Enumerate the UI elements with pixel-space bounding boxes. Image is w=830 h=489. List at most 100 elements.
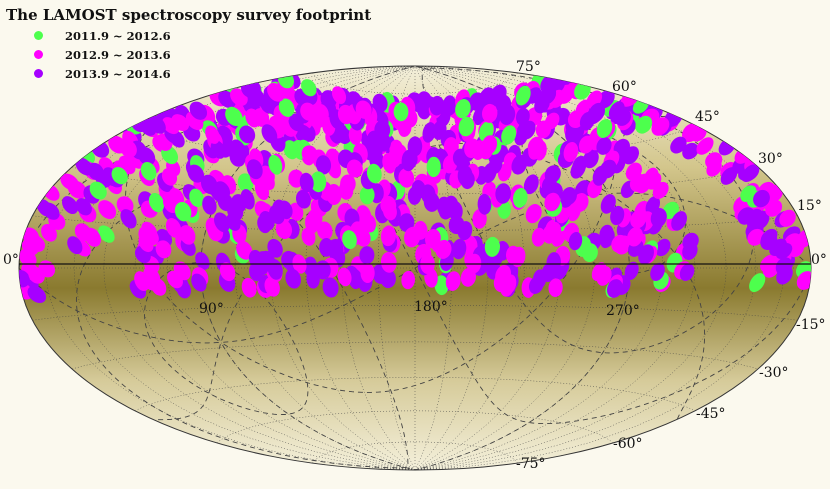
survey-field [161, 168, 178, 186]
survey-field [531, 227, 546, 247]
lat-label-30: 30° [758, 151, 783, 167]
survey-field [645, 172, 662, 190]
survey-field [246, 159, 263, 180]
survey-field [98, 200, 117, 220]
survey-field [422, 122, 436, 143]
survey-field [348, 269, 363, 290]
meridian-dashed [124, 116, 219, 342]
survey-field [60, 173, 80, 191]
survey-field [583, 149, 599, 169]
survey-field [720, 167, 738, 185]
survey-field [187, 164, 205, 183]
legend-swatch-2013 [34, 69, 43, 78]
survey-field [682, 123, 700, 143]
survey-field [779, 209, 796, 227]
survey-field [316, 221, 333, 240]
survey-field [116, 196, 134, 214]
survey-field [435, 239, 452, 259]
survey-field [27, 285, 47, 303]
survey-fields [19, 70, 811, 303]
survey-field [375, 132, 391, 152]
survey-field [401, 152, 416, 172]
lon-label-90: 90° [199, 301, 224, 317]
survey-field [380, 225, 397, 247]
survey-field [372, 93, 388, 113]
survey-field [295, 190, 311, 209]
survey-field [578, 135, 595, 154]
survey-field [541, 176, 557, 195]
survey-field [255, 251, 271, 271]
survey-field [179, 225, 196, 245]
survey-field [41, 223, 57, 242]
parallel-fine [72, 341, 758, 370]
survey-field [527, 136, 544, 156]
survey-field [314, 260, 331, 280]
survey-field [314, 103, 329, 123]
parallel-fine [134, 377, 696, 412]
lat-label-m30: -30° [759, 365, 789, 381]
survey-field [111, 167, 128, 185]
survey-field [682, 241, 698, 260]
survey-field [285, 268, 302, 289]
survey-field [513, 187, 528, 208]
survey-field [163, 195, 178, 214]
survey-field [448, 215, 465, 235]
survey-field [219, 262, 236, 282]
survey-field [746, 208, 764, 229]
survey-field [501, 125, 517, 145]
survey-field [355, 100, 372, 119]
survey-field [458, 116, 475, 137]
survey-field [19, 270, 30, 288]
survey-field [600, 194, 616, 214]
survey-field [380, 252, 397, 273]
survey-field [599, 224, 614, 244]
survey-field [599, 159, 617, 179]
meridian-dashed [154, 344, 221, 421]
survey-field [213, 212, 230, 233]
survey-field [655, 238, 671, 257]
parallel-dashed [75, 182, 409, 469]
survey-field [443, 195, 459, 217]
survey-field [267, 238, 283, 258]
survey-field [747, 228, 765, 246]
lat-label-m60: -60° [613, 436, 643, 452]
survey-field [61, 196, 79, 215]
survey-field [495, 264, 512, 286]
survey-field [245, 108, 261, 128]
survey-field [288, 113, 304, 132]
survey-field [210, 140, 226, 159]
legend-swatch-2011 [34, 31, 43, 40]
survey-field [563, 141, 579, 163]
meridian-dashed [223, 193, 607, 343]
lat-label-15: 15° [797, 198, 822, 214]
survey-field [259, 211, 275, 231]
survey-field [237, 173, 254, 192]
survey-field [515, 85, 531, 106]
survey-field [651, 117, 670, 136]
survey-field [520, 120, 536, 140]
lat-label-75: 75° [516, 59, 541, 75]
survey-field [140, 161, 157, 181]
survey-field [195, 252, 210, 270]
survey-field [457, 165, 473, 186]
survey-field [138, 234, 154, 253]
survey-field [278, 98, 295, 117]
survey-field [477, 193, 492, 215]
survey-field [532, 269, 547, 289]
survey-field [338, 181, 354, 200]
legend-swatch-2012 [34, 50, 43, 59]
survey-field [546, 252, 561, 273]
survey-field [398, 168, 415, 188]
survey-field [574, 81, 591, 100]
survey-field [775, 257, 793, 276]
survey-field [426, 156, 441, 178]
survey-field [165, 218, 182, 238]
survey-field [151, 278, 167, 296]
lat-label-60: 60° [612, 79, 637, 95]
survey-field [511, 246, 526, 268]
lat-label-0-left: 0° [3, 252, 19, 268]
meridian-dashed [611, 192, 810, 267]
legend-label-2012: 2012.9 ~ 2013.6 [65, 47, 171, 62]
lat-label-m45: -45° [696, 406, 726, 422]
